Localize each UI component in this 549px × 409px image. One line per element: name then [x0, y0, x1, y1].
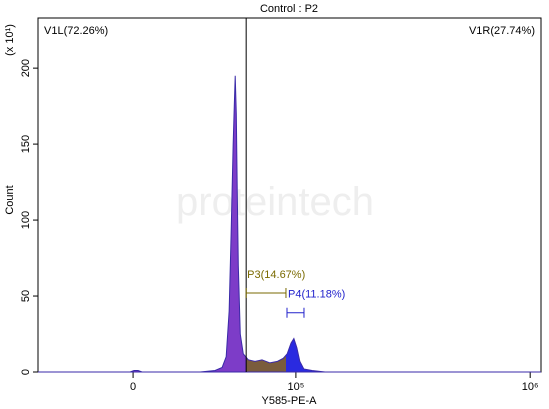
y-tick-label: 150 — [20, 135, 32, 153]
y-multiplier: (x 10¹) — [4, 24, 16, 56]
x-tick-label: 0 — [130, 381, 136, 393]
gate-label: P3(14.67%) — [247, 269, 305, 281]
y-tick-label: 100 — [20, 211, 32, 229]
divider-right-label: V1R(27.74%) — [469, 25, 535, 37]
y-axis-label: Count — [4, 185, 16, 214]
chart-title: Control : P2 — [260, 3, 318, 15]
divider-left-label: V1L(72.26%) — [44, 25, 108, 37]
y-tick-label: 0 — [20, 369, 32, 375]
histogram-area — [38, 75, 541, 373]
x-tick-label: 10⁶ — [522, 381, 539, 393]
watermark: proteintech — [176, 180, 374, 224]
x-tick-label: 10⁵ — [288, 381, 305, 393]
y-tick-label: 50 — [20, 290, 32, 302]
gate-label: P4(11.18%) — [288, 289, 345, 301]
x-axis-label: Y585-PE-A — [261, 395, 317, 407]
y-tick-label: 200 — [20, 59, 32, 77]
